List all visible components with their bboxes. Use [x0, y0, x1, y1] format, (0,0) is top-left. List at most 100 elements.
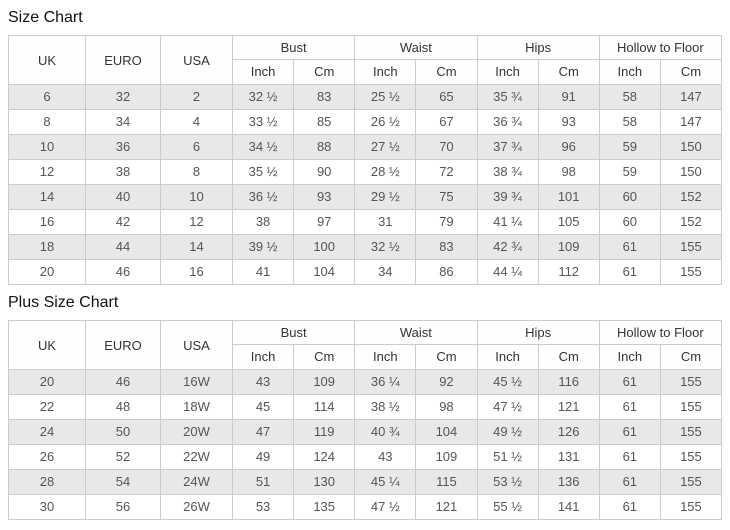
- table-cell: 4: [160, 109, 233, 135]
- table-cell: 32 ½: [231, 84, 295, 110]
- table-cell: 93: [293, 184, 356, 210]
- table-cell: 126: [537, 419, 600, 445]
- table-cell: 36: [85, 134, 161, 160]
- table-cell: 42: [85, 209, 161, 235]
- group-header-hips: Hips: [476, 320, 600, 345]
- table-cell: 28 ½: [354, 159, 417, 185]
- table-cell: 91: [537, 84, 600, 110]
- table-cell: 88: [293, 134, 356, 160]
- table-cell: 61: [598, 234, 661, 260]
- column-header-uk: UK: [8, 35, 86, 85]
- table-cell: 47: [231, 419, 295, 445]
- table-cell: 20W: [160, 419, 233, 445]
- table-cell: 85: [293, 109, 356, 135]
- table-cell: 36 ¾: [476, 109, 539, 135]
- table-cell: 58: [598, 84, 661, 110]
- table-cell: 40: [85, 184, 161, 210]
- table-cell: 14: [160, 234, 233, 260]
- table-cell: 45 ½: [476, 369, 539, 395]
- table-cell: 52: [85, 444, 161, 470]
- table-cell: 98: [415, 394, 478, 420]
- table-cell: 141: [537, 494, 600, 520]
- table-cell: 32 ½: [354, 234, 417, 260]
- table-row: 20 46 16 41 104 34 86 44 ¼ 112 61 155: [8, 259, 723, 285]
- table-cell: 10: [160, 184, 233, 210]
- size-chart-table: UK EURO USA Bust Waist Hips Hollow to Fl…: [8, 35, 723, 285]
- table-cell: 59: [598, 159, 661, 185]
- table-cell: 46: [85, 259, 161, 285]
- size-chart-table-head: UK EURO USA Bust Waist Hips Hollow to Fl…: [8, 35, 723, 85]
- table-cell: 101: [537, 184, 600, 210]
- table-cell: 55 ½: [476, 494, 539, 520]
- group-header-row: UK EURO USA Bust Waist Hips Hollow to Fl…: [8, 35, 723, 85]
- sub-header-hollow-cm: Cm: [659, 59, 723, 85]
- sub-header-row: Inch Cm Inch Cm Inch Cm Inch Cm: [9, 344, 723, 370]
- table-cell: 53: [231, 494, 295, 520]
- table-cell: 59: [598, 134, 661, 160]
- plus-size-chart-table-head: UK EURO USA Bust Waist Hips Hollow to Fl…: [8, 320, 723, 370]
- table-cell: 72: [415, 159, 478, 185]
- table-cell: 26W: [160, 494, 233, 520]
- table-row: 28 54 24W 51 130 45 ¼ 115 53 ½ 136 61 155: [8, 469, 723, 495]
- table-cell: 31: [354, 209, 417, 235]
- table-cell: 155: [659, 394, 723, 420]
- table-cell: 49 ½: [476, 419, 539, 445]
- table-cell: 44: [85, 234, 161, 260]
- group-header-hips: Hips: [476, 35, 600, 60]
- table-row: 12 38 8 35 ½ 90 28 ½ 72 38 ¾ 98 59 150: [8, 159, 723, 185]
- table-cell: 39 ¾: [476, 184, 539, 210]
- table-cell: 38 ½: [354, 394, 417, 420]
- table-cell: 130: [293, 469, 356, 495]
- table-cell: 155: [659, 234, 723, 260]
- table-cell: 119: [293, 419, 356, 445]
- table-cell: 97: [293, 209, 356, 235]
- table-cell: 29 ½: [354, 184, 417, 210]
- table-cell: 155: [659, 369, 723, 395]
- table-cell: 18: [8, 234, 86, 260]
- table-cell: 47 ½: [354, 494, 417, 520]
- table-cell: 16W: [160, 369, 233, 395]
- table-cell: 42 ¾: [476, 234, 539, 260]
- table-cell: 39 ½: [231, 234, 295, 260]
- table-cell: 150: [659, 134, 723, 160]
- plus-size-chart-table-body: 20 46 16W 43 109 36 ¼ 92 45 ½ 116 61 155 22 48 18W 45 1…: [8, 369, 723, 520]
- table-row: 24 50 20W 47 119 40 ¾ 104 49 ½ 126 61 155: [8, 419, 723, 445]
- sub-header-hollow-cm: Cm: [659, 344, 723, 370]
- column-header-usa: USA: [160, 35, 233, 85]
- table-cell: 104: [293, 259, 356, 285]
- table-cell: 135: [293, 494, 356, 520]
- column-header-euro: EURO: [85, 320, 161, 370]
- table-cell: 121: [537, 394, 600, 420]
- table-cell: 43: [354, 444, 417, 470]
- table-cell: 26: [8, 444, 86, 470]
- table-cell: 70: [415, 134, 478, 160]
- table-cell: 34: [85, 109, 161, 135]
- table-cell: 6: [160, 134, 233, 160]
- table-row: 10 36 6 34 ½ 88 27 ½ 70 37 ¾ 96 59 150: [8, 134, 723, 160]
- table-cell: 75: [415, 184, 478, 210]
- table-cell: 35 ¾: [476, 84, 539, 110]
- sub-header-waist-cm: Cm: [415, 344, 478, 370]
- table-cell: 6: [8, 84, 86, 110]
- table-cell: 24: [8, 419, 86, 445]
- table-cell: 96: [537, 134, 600, 160]
- table-cell: 61: [598, 394, 661, 420]
- table-row: 14 40 10 36 ½ 93 29 ½ 75 39 ¾ 101 60 152: [8, 184, 723, 210]
- table-cell: 155: [659, 494, 723, 520]
- table-cell: 58: [598, 109, 661, 135]
- table-cell: 28: [8, 469, 86, 495]
- group-header-waist: Waist: [354, 320, 478, 345]
- column-header-uk: UK: [8, 320, 86, 370]
- size-chart-table-body: 6 32 2 32 ½ 83 25 ½ 65 35 ¾ 91 58 147 8 34 4 33 ½ 85 26 …: [8, 84, 723, 285]
- table-cell: 14: [8, 184, 86, 210]
- table-cell: 44 ¼: [476, 259, 539, 285]
- table-cell: 150: [659, 159, 723, 185]
- table-cell: 60: [598, 209, 661, 235]
- table-cell: 65: [415, 84, 478, 110]
- table-cell: 20: [8, 259, 86, 285]
- table-cell: 36 ¼: [354, 369, 417, 395]
- table-cell: 27 ½: [354, 134, 417, 160]
- table-cell: 25 ½: [354, 84, 417, 110]
- table-cell: 56: [85, 494, 161, 520]
- table-cell: 43: [231, 369, 295, 395]
